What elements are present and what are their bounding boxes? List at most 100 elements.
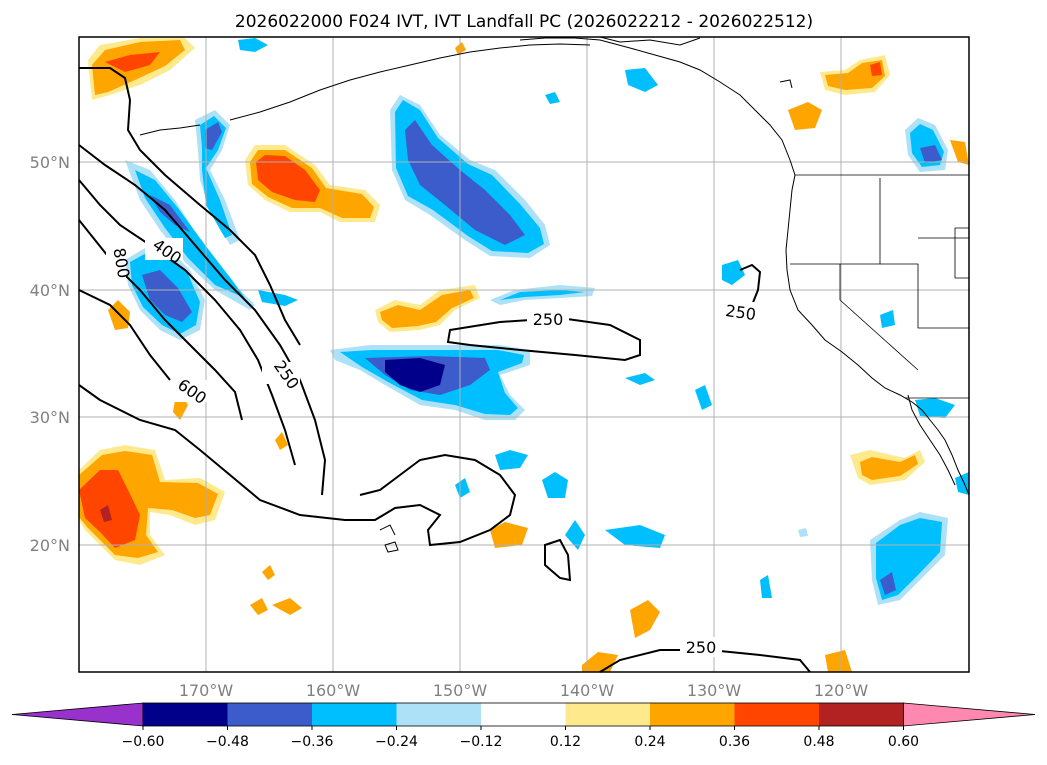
shade-region: [630, 600, 660, 638]
label-bg: [527, 310, 569, 330]
colorbar-tick-label: 0.36: [719, 734, 750, 750]
label-bg: [106, 245, 126, 281]
shaded-pc-regions: [79, 38, 969, 672]
coastline: [384, 541, 399, 553]
shade-region: [760, 575, 772, 598]
colorbar-segment: [650, 703, 735, 726]
shade-region: [955, 472, 969, 495]
map-panel: 800 400 600 250 250 250 250: [78, 36, 970, 673]
shade-region: [380, 290, 474, 328]
contour-label-250: 250: [686, 638, 717, 657]
shade-region: [798, 528, 808, 537]
shade-region: [860, 455, 918, 480]
colorbar-tick-label: 0.12: [550, 734, 581, 750]
label-bg: [145, 238, 183, 260]
shade-region: [455, 478, 470, 498]
shade-region: [490, 522, 528, 548]
coastline: [519, 37, 796, 176]
shade-region: [880, 310, 895, 328]
contour-250-north: [79, 67, 301, 346]
contour-600: [78, 219, 243, 421]
label-bg: [170, 380, 208, 402]
shade-region: [150, 195, 190, 232]
shade-region: [825, 650, 852, 672]
map-frame: [78, 36, 970, 673]
shade-region: [105, 52, 160, 72]
colorbar-segment: [312, 703, 397, 726]
coastline: [229, 43, 591, 121]
shade-region: [920, 145, 942, 163]
contour-250: [78, 144, 327, 496]
label-bg: [718, 302, 762, 322]
colorbar-segment: [143, 703, 228, 726]
shade-region: [565, 520, 585, 550]
shade-region: [495, 450, 528, 470]
colorbar-segment: [819, 703, 904, 726]
shade-region: [545, 92, 560, 104]
lat-label: 50°N: [30, 153, 70, 172]
lon-label: 120°W: [814, 681, 869, 700]
shade-region: [256, 155, 320, 202]
longitude-labels: 170°W 160°W 150°W 140°W 130°W 120°W: [179, 681, 869, 700]
colorbar-segment: [481, 703, 566, 726]
shade-region: [100, 505, 112, 522]
graticule: [79, 37, 969, 672]
label-bg: [680, 637, 722, 657]
colorbar-tick-label: −0.12: [460, 734, 503, 750]
colorbar-segment: [227, 703, 312, 726]
label-bg: [262, 362, 300, 384]
lat-label: 20°N: [30, 536, 70, 555]
shade-region: [625, 68, 658, 92]
shade-region: [250, 598, 268, 615]
contour-250-outer: [78, 384, 517, 547]
colorbar-extend-low: [11, 702, 144, 727]
colorbar-outline: [142, 702, 904, 727]
coastline: [785, 174, 970, 496]
shade-region: [385, 358, 445, 392]
contour-800: [78, 289, 171, 381]
shade-region: [870, 62, 882, 76]
colorbar-tick-label: 0.60: [888, 734, 919, 750]
lat-label: 30°N: [30, 408, 70, 427]
shade-region: [722, 260, 745, 285]
shade-region: [950, 140, 969, 165]
shade-region: [79, 470, 140, 548]
contour-label-250: 250: [533, 310, 564, 329]
colorbar: −0.60 −0.48 −0.36 −0.24 −0.12 0.12 0.24 0.36 0.4…: [11, 702, 1036, 750]
colorbar-tick-label: −0.60: [122, 734, 165, 750]
shade-region: [500, 290, 585, 300]
colorbar-tick-label: −0.36: [291, 734, 334, 750]
contour-small: [544, 538, 572, 582]
shade-region: [788, 102, 822, 130]
shade-region: [405, 120, 525, 245]
shade-region: [695, 385, 712, 410]
ivt-contours: [78, 67, 811, 673]
coastline: [139, 124, 201, 136]
lon-label: 150°W: [433, 681, 488, 700]
coastline: [907, 394, 956, 486]
colorbar-tick-label: 0.48: [803, 734, 834, 750]
shade-region: [275, 432, 288, 450]
state-border: [880, 263, 969, 329]
figure-title: 2026022000 F024 IVT, IVT Landfall PC (20…: [235, 12, 813, 32]
contour-250-coast: [739, 263, 762, 306]
contour-label-250: 250: [724, 301, 757, 324]
colorbar-extend-high: [903, 702, 1036, 727]
lon-label: 130°W: [687, 681, 742, 700]
shade-region: [825, 60, 885, 90]
shade-region: [258, 290, 298, 306]
shade-region: [625, 373, 655, 385]
coastline: [379, 524, 396, 536]
shade-region: [880, 572, 896, 595]
shade-region: [605, 525, 665, 548]
shade-region: [238, 38, 268, 52]
lon-label: 140°W: [560, 681, 615, 700]
shade-region: [205, 122, 222, 150]
colorbar-segment: [396, 703, 481, 726]
colorbar-segment: [565, 703, 650, 726]
colorbar-tick-label: −0.48: [206, 734, 249, 750]
lon-label: 160°W: [306, 681, 361, 700]
colorbar-tick-label: 0.24: [634, 734, 665, 750]
lat-label: 40°N: [30, 281, 70, 300]
